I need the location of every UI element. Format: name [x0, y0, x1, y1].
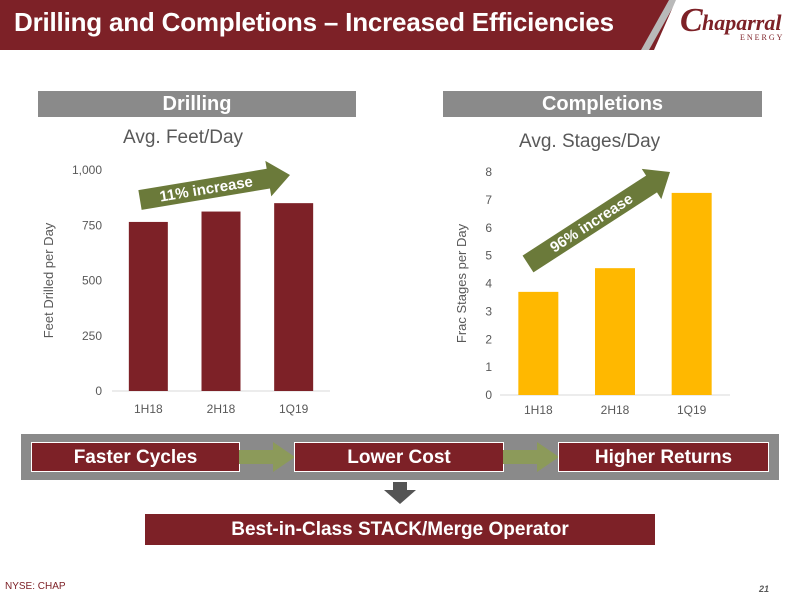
drilling-y-tick-label: 1,000: [72, 163, 102, 177]
logo-subtitle: ENERGY: [740, 33, 785, 42]
flow-arrow-2-icon: [503, 442, 559, 472]
drilling-y-tick-label: 500: [82, 274, 102, 288]
completions-y-tick-label: 3: [485, 304, 492, 318]
drilling-y-axis-label: Feet Drilled per Day: [41, 222, 56, 338]
completions-bar-1q19: [671, 192, 712, 395]
completions-bar-1h18: [518, 291, 559, 395]
drilling-y-tick-label: 0: [95, 384, 102, 398]
lower-cost-box: Lower Cost: [294, 442, 504, 472]
drilling-bar-2h18: [201, 211, 241, 391]
logo-area: [654, 0, 799, 50]
drilling-increase-arrow-icon: [138, 160, 290, 210]
completions-y-tick-label: 6: [485, 221, 492, 235]
drilling-bar-1q19: [274, 203, 314, 391]
completions-increase-label: 96% increase: [547, 190, 636, 256]
drilling-bar-1h18: [128, 221, 168, 391]
faster-cycles-box: Faster Cycles: [31, 442, 240, 472]
completions-bar-2h18: [595, 268, 635, 395]
drilling-y-tick-label: 750: [82, 218, 102, 232]
completions-y-tick-label: 2: [485, 332, 492, 346]
drilling-x-tick-label: 1H18: [134, 402, 163, 416]
completions-x-tick-label: 2H18: [601, 403, 630, 417]
drilling-chart-title: Avg. Feet/Day: [123, 127, 244, 148]
flow-arrow-1-icon: [239, 442, 295, 472]
drilling-x-tick-label: 2H18: [207, 402, 236, 416]
completions-increase-arrow-icon: [522, 168, 670, 273]
down-arrow-icon: [384, 482, 416, 504]
completions-y-tick-label: 0: [485, 388, 492, 402]
company-logo: C haparral ENERGY: [680, 2, 792, 44]
drilling-x-tick-label: 1Q19: [279, 402, 309, 416]
drilling-y-tick-label: 250: [82, 329, 102, 343]
higher-returns-box: Higher Returns: [558, 442, 769, 472]
completions-x-tick-label: 1Q19: [677, 403, 707, 417]
completions-y-axis-label: Frac Stages per Day: [454, 223, 469, 343]
completions-x-tick-label: 1H18: [524, 403, 553, 417]
logo-initial: C: [680, 2, 703, 39]
ticker-label: NYSE: CHAP: [5, 581, 66, 592]
logo-name: haparral: [702, 10, 782, 35]
drilling-increase-label: 11% increase: [158, 173, 254, 205]
completions-y-tick-label: 1: [485, 360, 492, 374]
completions-section-header: Completions: [443, 91, 762, 117]
page-title: Drilling and Completions – Increased Eff…: [14, 7, 614, 37]
completions-y-tick-label: 8: [485, 165, 492, 179]
completions-y-tick-label: 5: [485, 249, 492, 263]
page-number: 21: [758, 584, 769, 594]
result-box: Best-in-Class STACK/Merge Operator: [145, 514, 655, 545]
completions-y-tick-label: 4: [485, 277, 492, 291]
completions-chart-title: Avg. Stages/Day: [519, 131, 661, 152]
drilling-section-header: Drilling: [38, 91, 356, 117]
completions-y-tick-label: 7: [485, 193, 492, 207]
